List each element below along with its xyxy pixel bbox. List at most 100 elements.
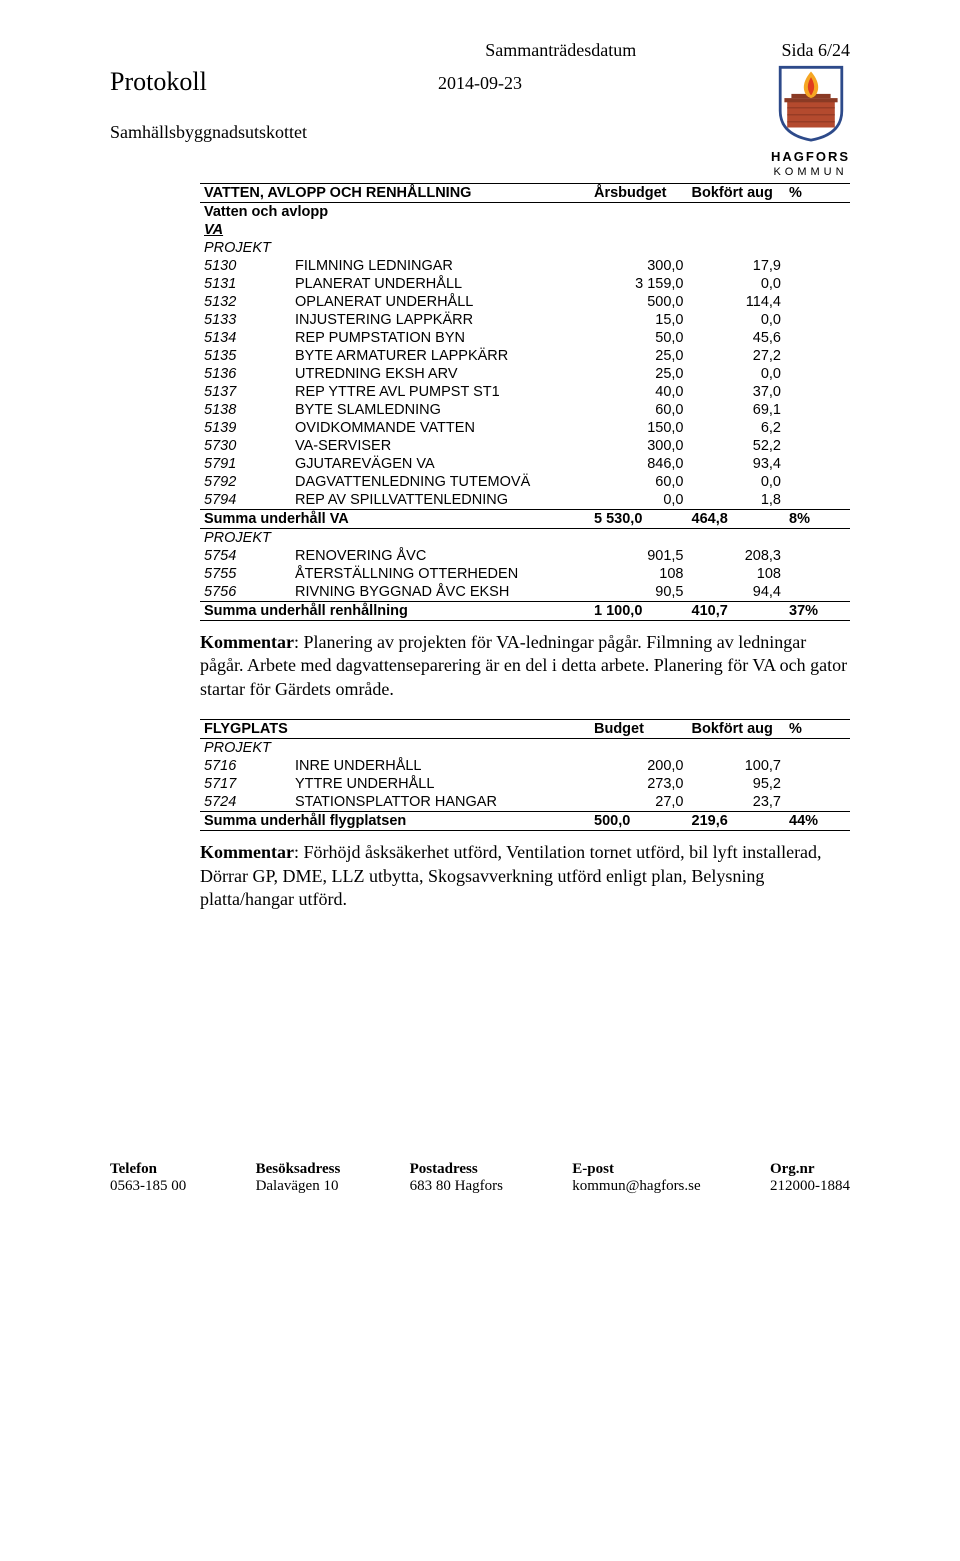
footer-org-label: Org.nr [770,1161,850,1178]
row-v1: 901,5 [590,547,688,565]
table-row: 5724STATIONSPLATTOR HANGAR27,023,7 [200,793,850,812]
row-code: 5792 [200,473,291,491]
row-code: 5754 [200,547,291,565]
row-pct [785,455,850,473]
footer-col-post: Postadress 683 80 Hagfors [410,1161,503,1195]
row-pct [785,565,850,583]
row-v1: 60,0 [590,473,688,491]
row-v1: 0,0 [590,491,688,510]
table-row: 5136UTREDNING EKSH ARV25,00,0 [200,365,850,383]
header-meta-row: Sammanträdesdatum Sida 6/24 [110,40,850,61]
logo-text-bottom: KOMMUN [771,166,850,178]
footer-epost-val: kommun@hagfors.se [572,1178,700,1195]
sub-projekt-2: PROJEKT [200,739,850,758]
table2-header-row: FLYGPLATS Budget Bokfört aug % [200,720,850,739]
row-pct [785,437,850,455]
footer-besok-val: Dalavägen 10 [256,1178,341,1195]
row-v2: 6,2 [688,419,786,437]
sub-projekt-a: PROJEKT [200,239,850,257]
row-v2: 95,2 [688,775,786,793]
row-desc: OVIDKOMMANDE VATTEN [291,419,590,437]
row-desc: REP PUMPSTATION BYN [291,329,590,347]
footer-col-org: Org.nr 212000-1884 [770,1161,850,1195]
sum-ren-row: Summa underhåll renhållning 1 100,0 410,… [200,602,850,621]
table-row: 5794REP AV SPILLVATTENLEDNING0,01,8 [200,491,850,510]
row-pct [785,547,850,565]
row-pct [785,275,850,293]
row-desc: BYTE ARMATURER LAPPKÄRR [291,347,590,365]
comment1-text: : Planering av projekten för VA-ledninga… [200,632,847,699]
row-code: 5794 [200,491,291,510]
row-pct [785,583,850,602]
row-v2: 23,7 [688,793,786,812]
row-code: 5730 [200,437,291,455]
footer-telefon-val: 0563-185 00 [110,1178,186,1195]
row-code: 5132 [200,293,291,311]
row-pct [785,347,850,365]
table-row: 5791GJUTAREVÄGEN VA846,093,4 [200,455,850,473]
sub-va: VA [200,221,850,239]
page: Sammanträdesdatum Sida 6/24 Protokoll 20… [0,0,960,1235]
row-v1: 50,0 [590,329,688,347]
row-code: 5791 [200,455,291,473]
sub-vatten: Vatten och avlopp [200,203,850,222]
sum-ren-v1: 1 100,0 [590,602,688,621]
footer-post-label: Postadress [410,1161,503,1178]
table-row: 5133INJUSTERING LAPPKÄRR15,00,0 [200,311,850,329]
row-desc: INJUSTERING LAPPKÄRR [291,311,590,329]
row-pct [785,383,850,401]
comment1-label: Kommentar [200,632,294,652]
comment2-text: : Förhöjd åsksäkerhet utförd, Ventilatio… [200,842,822,909]
row-v2: 0,0 [688,275,786,293]
row-v2: 17,9 [688,257,786,275]
sum-va-v1: 5 530,0 [590,510,688,529]
meeting-date-label: Sammanträdesdatum [485,40,636,61]
row-desc: BYTE SLAMLEDNING [291,401,590,419]
sum-ren-v2: 410,7 [688,602,786,621]
table1-title: VATTEN, AVLOPP OCH RENHÅLLNING [200,184,590,203]
table-row: 5754RENOVERING ÅVC901,5208,3 [200,547,850,565]
table-row: 5130FILMNING LEDNINGAR300,017,9 [200,257,850,275]
table2-title: FLYGPLATS [200,720,590,739]
row-code: 5716 [200,757,291,775]
col-bokfort2: Bokfört aug [688,720,786,739]
sum-va-row: Summa underhåll VA 5 530,0 464,8 8% [200,510,850,529]
row-v2: 0,0 [688,365,786,383]
row-desc: RIVNING BYGGNAD ÅVC EKSH [291,583,590,602]
col-budget: Årsbudget [590,184,688,203]
row-v2: 1,8 [688,491,786,510]
row-v1: 40,0 [590,383,688,401]
row-desc: RENOVERING ÅVC [291,547,590,565]
committee-subtitle: Samhällsbyggnadsutskottet [110,122,850,143]
main-content: VATTEN, AVLOPP OCH RENHÅLLNING Årsbudget… [200,183,850,911]
row-v1: 500,0 [590,293,688,311]
row-pct [785,775,850,793]
row-v2: 0,0 [688,473,786,491]
row-desc: YTTRE UNDERHÅLL [291,775,590,793]
table-row: 5131PLANERAT UNDERHÅLL3 159,00,0 [200,275,850,293]
row-code: 5137 [200,383,291,401]
footer-col-besok: Besöksadress Dalavägen 10 [256,1161,341,1195]
comment-2: Kommentar: Förhöjd åsksäkerhet utförd, V… [200,841,850,911]
row-code: 5135 [200,347,291,365]
footer-org-val: 212000-1884 [770,1178,850,1195]
table-row: 5135BYTE ARMATURER LAPPKÄRR25,027,2 [200,347,850,365]
row-code: 5136 [200,365,291,383]
table-row: 5792DAGVATTENLEDNING TUTEMOVÄ60,00,0 [200,473,850,491]
row-v1: 846,0 [590,455,688,473]
row-v2: 52,2 [688,437,786,455]
row-v2: 114,4 [688,293,786,311]
row-pct [785,329,850,347]
row-v1: 200,0 [590,757,688,775]
row-code: 5139 [200,419,291,437]
footer-col-telefon: Telefon 0563-185 00 [110,1161,186,1195]
row-pct [785,491,850,510]
row-pct [785,293,850,311]
footer-telefon-label: Telefon [110,1161,186,1178]
municipality-logo: HAGFORS KOMMUN [771,64,850,178]
row-code: 5756 [200,583,291,602]
row-pct [785,311,850,329]
col-bokfort: Bokfört aug [688,184,786,203]
sum-flyg-v2: 219,6 [688,812,786,831]
row-v2: 37,0 [688,383,786,401]
